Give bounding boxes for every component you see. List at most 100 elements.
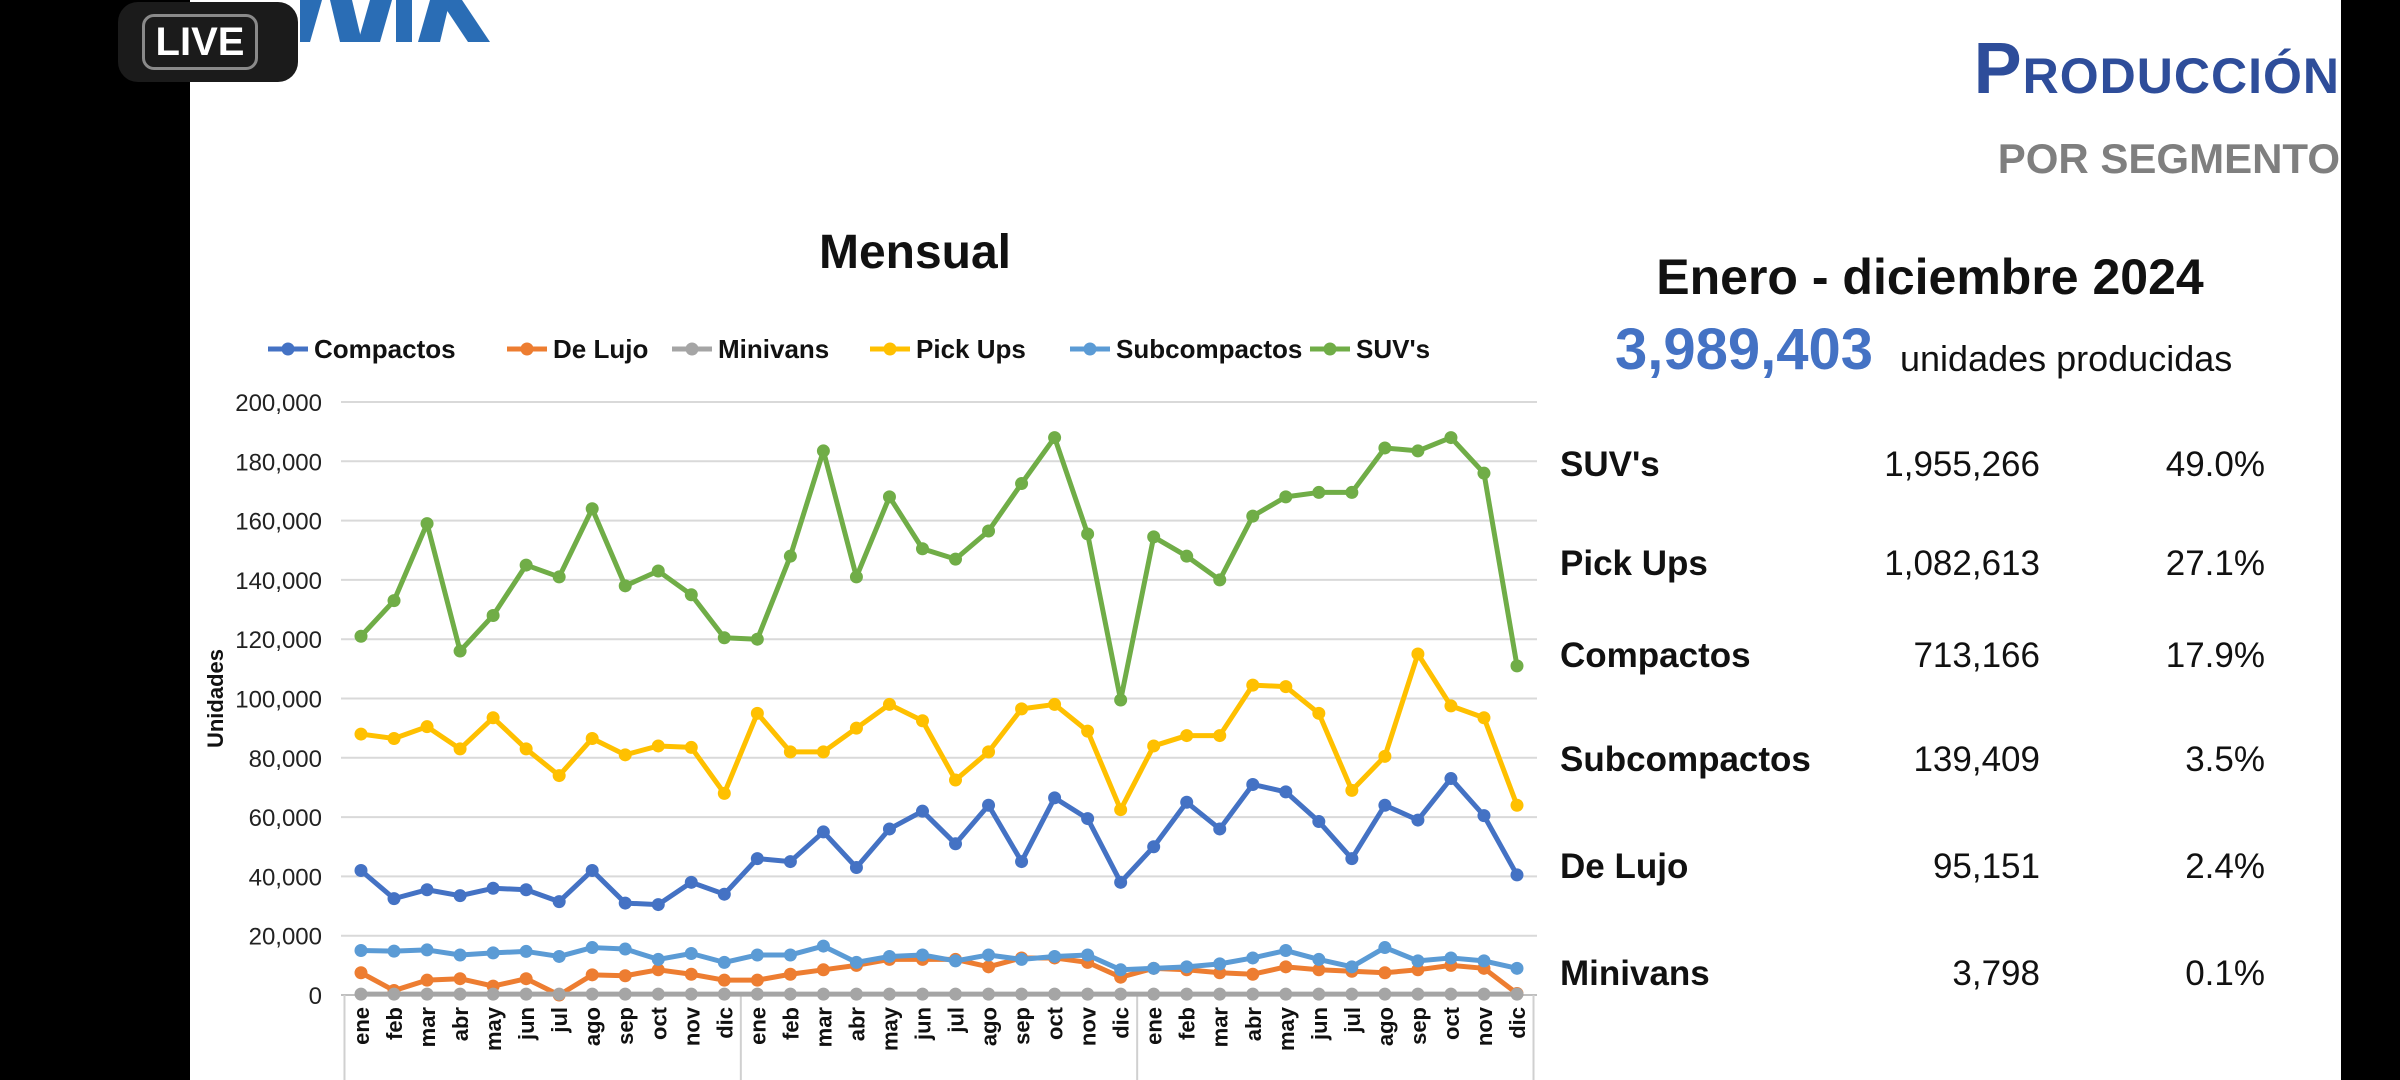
live-label: LIVE [142,14,258,70]
data-point [453,987,467,1001]
data-point [618,748,632,762]
x-tick-label: dic [712,1007,737,1039]
summary-row-label: Pick Ups [1560,544,1708,583]
data-point [1081,948,1095,962]
summary-row-value: 139,409 [1913,740,2040,779]
data-point [1477,466,1491,480]
data-point [816,987,830,1001]
data-point [651,963,665,977]
summary-row-pct: 3.5% [2185,740,2265,779]
data-point [453,644,467,658]
data-point [1510,987,1524,1001]
data-point [519,987,533,1001]
data-point [949,987,963,1001]
data-point [453,972,467,986]
data-point [915,804,929,818]
data-point [1246,987,1260,1001]
data-point [1213,987,1227,1001]
data-point [982,948,996,962]
legend-marker [281,342,295,356]
summary-row-label: De Lujo [1560,847,1689,886]
data-point [1147,840,1161,854]
page-subtitle: POR SEGMENTO [1997,135,2340,182]
x-tick-label: sep [613,1007,638,1045]
data-point [717,973,731,987]
data-point [1048,987,1062,1001]
x-tick-label: ago [1373,1007,1398,1046]
data-point [1279,944,1293,958]
data-point [1114,987,1128,1001]
data-point [618,987,632,1001]
data-point [1378,798,1392,812]
x-tick-label: dic [1505,1007,1530,1039]
x-tick-label: oct [646,1006,671,1040]
summary-row: De Lujo 95,151 2.4% [1560,847,2265,891]
data-point [585,968,599,982]
data-point [1279,490,1293,504]
summary-row: Pick Ups 1,082,613 27.1% [1560,544,2265,588]
data-point [1411,444,1425,458]
data-point [882,949,896,963]
data-point [1411,813,1425,827]
data-point [1015,952,1029,966]
data-point [982,960,996,974]
summary-row: Subcompactos 139,409 3.5% [1560,740,2265,784]
data-point [1081,987,1095,1001]
x-tick-label: jul [547,1007,572,1034]
data-point [651,739,665,753]
data-point [1246,967,1260,981]
data-point [1147,530,1161,544]
data-point [1213,573,1227,587]
data-point [486,987,500,1001]
y-tick-label: 180,000 [235,449,322,476]
data-point [354,629,368,643]
data-point [982,798,996,812]
data-point [354,966,368,980]
x-tick-label: jun [1307,1007,1332,1041]
data-point [816,825,830,839]
data-point [552,895,566,909]
data-point [1048,791,1062,805]
data-point [684,588,698,602]
data-point [618,942,632,956]
data-point [552,987,566,1001]
x-tick-label: mar [811,1007,836,1048]
data-point [585,987,599,1001]
data-point [1180,795,1194,809]
data-point [1048,949,1062,963]
data-point [684,967,698,981]
data-point [1345,987,1359,1001]
data-point [1015,987,1029,1001]
x-tick-label: feb [778,1007,803,1040]
data-point [1411,954,1425,968]
data-point [552,949,566,963]
data-point [816,963,830,977]
data-point [1444,951,1458,965]
data-point [1279,785,1293,799]
amia-logo [300,0,490,42]
summary-row-label: Subcompactos [1560,740,1811,779]
data-point [585,941,599,955]
data-point [750,706,764,720]
data-point [387,892,401,906]
summary-row-value: 3,798 [1952,954,2040,993]
data-point [1378,966,1392,980]
data-point [717,786,731,800]
data-point [420,517,434,531]
y-tick-label: 0 [309,983,322,1010]
data-point [1411,963,1425,977]
data-point [1345,783,1359,797]
data-point [354,944,368,958]
data-point [453,889,467,903]
data-point [750,632,764,646]
x-tick-label: abr [1241,1007,1266,1042]
data-point [1213,957,1227,971]
data-point [486,946,500,960]
data-point [717,987,731,1001]
data-point [717,631,731,645]
legend-label: De Lujo [553,334,648,364]
data-point [882,822,896,836]
summary-total-label: unidades producidas [1900,338,2233,379]
x-tick-label: ago [580,1007,605,1046]
data-point [849,987,863,1001]
